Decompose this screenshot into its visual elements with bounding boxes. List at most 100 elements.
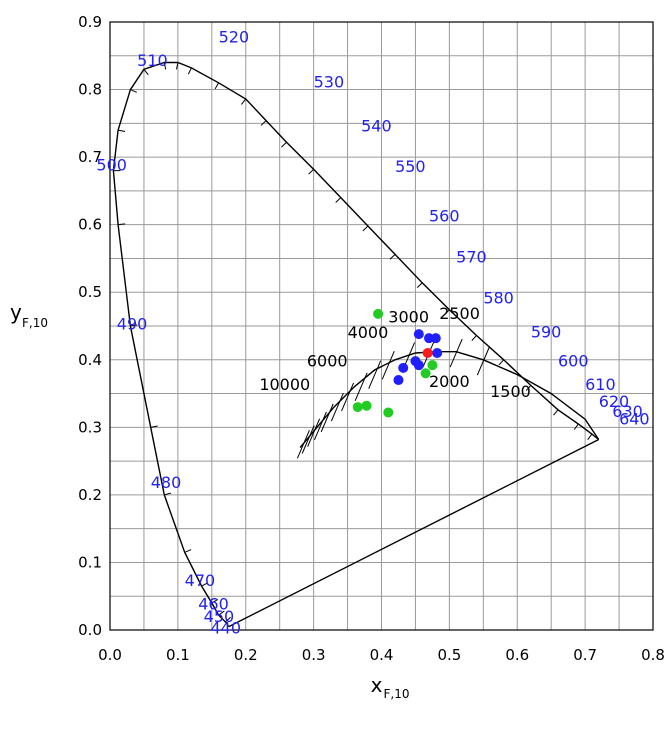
isotherm-ticks [296, 338, 490, 459]
locus-tick [553, 409, 559, 416]
wavelength-label: 440 [210, 618, 241, 637]
wavelength-label: 450 [204, 607, 235, 626]
x-tick-label: 0.1 [166, 646, 190, 664]
isotherm-tick [341, 382, 355, 412]
y-tick-label: 0.6 [78, 216, 102, 234]
data-point [361, 400, 372, 411]
wavelength-label: 500 [96, 156, 127, 175]
data-point [420, 368, 431, 379]
isotherm-tick [330, 392, 344, 422]
cct-label: 3000 [388, 308, 429, 327]
wavelength-label: 460 [198, 595, 229, 614]
x-tick-label: 0.5 [437, 646, 461, 664]
locus-tick [587, 433, 593, 440]
cct-label: 10000 [259, 375, 310, 394]
isotherm-tick [381, 350, 395, 380]
x-tick-label: 0.7 [573, 646, 597, 664]
wavelength-label: 470 [185, 571, 216, 590]
cct-label: 2500 [439, 304, 480, 323]
x-tick-label: 0.8 [641, 646, 665, 664]
locus-tick [118, 129, 126, 133]
y-axis-title: y [10, 300, 22, 324]
y-tick-label: 0.2 [78, 486, 102, 504]
data-point [352, 402, 363, 413]
locus-tick [150, 425, 158, 428]
cct-label: 4000 [348, 323, 389, 342]
locus-tick [163, 62, 167, 70]
wavelength-label: 590 [531, 322, 562, 341]
locus-tick [187, 67, 192, 75]
locus-tick [130, 89, 138, 93]
locus-tick [118, 223, 126, 226]
y-tick-label: 0.5 [78, 283, 102, 301]
x-tick-label: 0.4 [370, 646, 394, 664]
y-tick-label: 0.4 [78, 351, 102, 369]
wavelength-label: 630 [612, 402, 643, 421]
locus-tick [164, 492, 172, 496]
isotherm-tick [320, 403, 334, 433]
locus-tick [176, 62, 179, 70]
locus-tick [362, 225, 369, 232]
locus-tick [471, 335, 477, 341]
x-axis-title: x [371, 673, 383, 697]
wavelength-label: 540 [361, 116, 392, 135]
data-point [398, 362, 409, 373]
locus-tick [240, 98, 247, 105]
wavelength-label: 560 [429, 206, 460, 225]
y-tick-label: 0.9 [78, 13, 102, 31]
data-point [383, 407, 394, 418]
locus-tick [225, 616, 231, 623]
locus-tick [214, 82, 220, 90]
data-point [430, 333, 441, 344]
wavelength-label: 510 [137, 51, 168, 70]
locus-tick [184, 549, 192, 553]
wavelength-label: 570 [456, 247, 487, 266]
data-point [432, 348, 443, 359]
spectral-locus [112, 61, 600, 628]
wavelength-label: 490 [117, 314, 148, 333]
cct-label: 2000 [429, 372, 470, 391]
wavelength-label: 640 [619, 410, 650, 429]
curves [112, 61, 600, 628]
cct-label: 6000 [307, 352, 348, 371]
isotherm-tick [296, 430, 310, 459]
cct-label: 1500 [490, 382, 531, 401]
wavelength-label: 620 [599, 392, 630, 411]
locus-tick [143, 68, 149, 76]
y-axis-ticks: 0.0 0.1 0.2 0.3 0.4 0.5 0.6 0.7 0.8 0.9 [78, 13, 102, 639]
y-tick-label: 0.8 [78, 81, 102, 99]
wavelength-label: 520 [219, 27, 250, 46]
locus-tick [335, 197, 342, 203]
x-tick-label: 0.0 [98, 646, 122, 664]
data-point [393, 375, 404, 386]
data-point [413, 329, 424, 340]
y-tick-label: 0.3 [78, 418, 102, 436]
wavelength-label: 530 [314, 73, 345, 92]
data-point [427, 360, 438, 371]
locus-tick [389, 254, 396, 260]
isotherm-tick [307, 418, 321, 447]
x-axis-ticks: 0.0 0.1 0.2 0.3 0.4 0.5 0.6 0.7 0.8 [98, 646, 665, 664]
data-points [352, 308, 443, 418]
locus-tick [281, 141, 287, 148]
locus-tick [573, 423, 579, 430]
isotherm-tick [301, 425, 315, 454]
data-point [422, 348, 433, 359]
x-tick-label: 0.2 [234, 646, 258, 664]
locus-tick [498, 359, 505, 366]
locus-tick [525, 385, 532, 391]
locus-tick [218, 610, 225, 616]
x-tick-label: 0.6 [505, 646, 529, 664]
wavelength-label: 550 [395, 157, 426, 176]
isotherm-tick [313, 411, 327, 441]
wavelength-label: 580 [483, 289, 514, 308]
isotherm-tick [449, 338, 463, 368]
locus-tick [260, 120, 267, 126]
wavelength-label: 610 [585, 375, 616, 394]
locus-tick [130, 324, 138, 327]
locus-tick [416, 282, 423, 289]
x-tick-label: 0.3 [302, 646, 326, 664]
wavelength-label: 480 [151, 473, 182, 492]
